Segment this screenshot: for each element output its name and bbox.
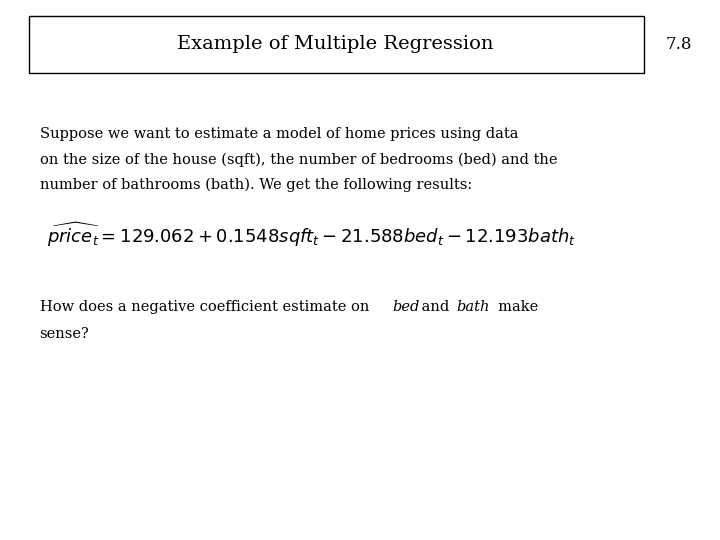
Text: number of bathrooms (bath). We get the following results:: number of bathrooms (bath). We get the f… [40, 178, 472, 192]
Text: bed: bed [392, 300, 420, 314]
Text: Suppose we want to estimate a model of home prices using data: Suppose we want to estimate a model of h… [40, 127, 518, 141]
Text: bath: bath [456, 300, 490, 314]
Text: and: and [417, 300, 454, 314]
Text: on the size of the house (sqft), the number of bedrooms (bed) and the: on the size of the house (sqft), the num… [40, 152, 557, 167]
Text: Example of Multiple Regression: Example of Multiple Regression [176, 35, 493, 53]
Text: sense?: sense? [40, 327, 89, 341]
Text: $\widehat{price}_t = 129.062 + 0.1548\mathit{sqft}_t - 21.588\mathit{bed}_t - 12: $\widehat{price}_t = 129.062 + 0.1548\ma… [47, 220, 576, 249]
Text: make: make [489, 300, 538, 314]
Text: How does a negative coefficient estimate on: How does a negative coefficient estimate… [40, 300, 374, 314]
Text: 7.8: 7.8 [666, 36, 693, 53]
